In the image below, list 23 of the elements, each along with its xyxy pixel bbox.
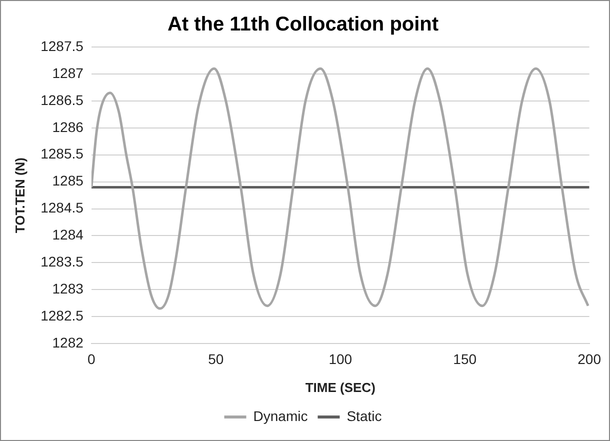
x-axis-title: TIME (SEC) <box>305 380 376 395</box>
x-tick-label: 100 <box>328 350 352 367</box>
y-tick-label: 1286.5 <box>40 92 84 108</box>
y-tick-label: 1284 <box>52 226 84 243</box>
y-tick-label: 1285 <box>52 172 84 189</box>
y-axis-title: TOT.TEN (N) <box>12 158 28 234</box>
y-tick-label: 1284.5 <box>40 200 84 216</box>
y-tick-label: 1283 <box>52 280 84 297</box>
y-tick-label: 1287.5 <box>40 38 84 54</box>
x-tick-label: 200 <box>578 350 602 367</box>
chart-title: At the 11th Collocation point <box>167 14 439 36</box>
x-tick-label: 150 <box>453 350 477 367</box>
line-series <box>91 67 590 310</box>
y-tick-label: 1282.5 <box>40 307 84 324</box>
y-tick-label: 1287 <box>52 64 84 81</box>
y-tick-label: 1286 <box>52 118 84 135</box>
x-tick-label: 0 <box>88 350 96 367</box>
legend-label: Dynamic <box>253 408 308 424</box>
legend-label: Static <box>346 408 382 424</box>
x-tick-label: 50 <box>208 350 224 367</box>
y-tick-label: 1283.5 <box>40 254 84 270</box>
y-tick-label: 1282 <box>52 334 84 350</box>
y-tick-label: 1285.5 <box>40 146 84 162</box>
